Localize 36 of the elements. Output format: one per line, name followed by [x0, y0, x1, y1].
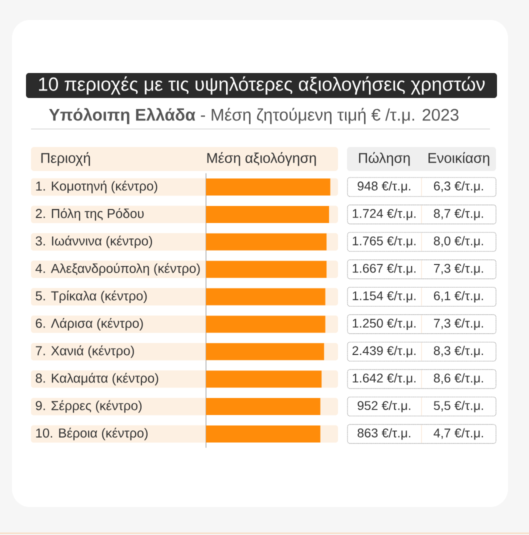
text: 7,3 €/τ.μ.	[434, 264, 483, 276]
y-tick-label: 6. Λάρισα (κέντρο)	[36, 318, 143, 330]
y-tick-label: 10. Βέροια (κέντρο)	[36, 428, 148, 440]
y-tick-label: 7. Χανιά (κέντρο)	[36, 345, 134, 358]
y-axis-title: Περιοχή	[41, 152, 90, 166]
text: 1.667 €/τ.μ.	[352, 264, 416, 276]
text: 1.154 €/τ.μ.	[352, 290, 416, 303]
text: 4,7 €/τ.μ.	[434, 428, 483, 440]
text: 5,5 €/τ.μ.	[434, 400, 483, 412]
text: 1.765 €/τ.μ.	[352, 236, 416, 248]
text: 8,7 €/τ.μ.	[434, 208, 483, 220]
text: 952 €/τ.μ.	[358, 400, 410, 412]
y-tick-label: 1. Κομοτηνή (κέντρο)	[36, 180, 158, 194]
x-axis-title: Μέση αξιολόγηση	[207, 152, 316, 166]
chart-subtitle: Υπόλοιπη Ελλάδα - Μέση ζητούμενη τιμή € /τ.μ. 2023	[49, 108, 458, 124]
y-tick-label: 9. Σέρρες (κέντρο)	[36, 400, 142, 413]
chart-title: 10 περιοχές με τις υψηλότερες αξιολογήσεις χρηστών	[39, 76, 485, 95]
y-tick-label: 5. Τρίκαλα (κέντρο)	[36, 290, 147, 304]
text: 863 €/τ.μ.	[358, 428, 410, 440]
text: 1.642 €/τ.μ.	[352, 373, 416, 385]
y-tick-label: 4. Αλεξανδρούπολη (κέντρο)	[35, 263, 200, 276]
text: Πώληση	[359, 152, 410, 166]
y-tick-label: 8. Καλαμάτα (κέντρο)	[36, 372, 158, 386]
text: 1.724 €/τ.μ.	[352, 208, 416, 220]
text: 1.250 €/τ.μ.	[352, 318, 416, 330]
text: 6,1 €/τ.μ.	[434, 290, 483, 303]
text: 2.439 €/τ.μ.	[352, 346, 416, 358]
text: 8,6 €/τ.μ.	[434, 373, 483, 385]
text: 8,3 €/τ.μ.	[434, 346, 483, 358]
y-tick-label: 3. Ιωάννινα (κέντρο)	[36, 236, 152, 248]
y-tick-label: 2. Πόλη της Ρόδου	[36, 208, 144, 221]
text: 948 €/τ.μ.	[358, 181, 410, 193]
text: 6,3 €/τ.μ.	[434, 181, 483, 193]
text: Ενοικίαση	[428, 152, 490, 166]
text: 7,3 €/τ.μ.	[434, 318, 483, 330]
text: 8,0 €/τ.μ.	[434, 236, 483, 248]
